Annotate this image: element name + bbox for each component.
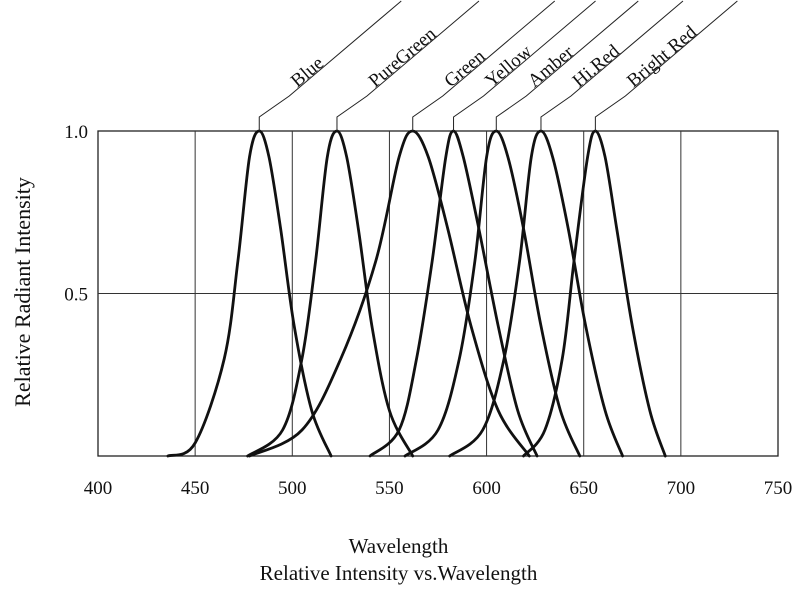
- chart-subtitle: Relative Intensity vs.Wavelength: [259, 561, 538, 585]
- leader-line-green: [412, 0, 556, 131]
- series-label-blue: Blue: [287, 53, 328, 92]
- x-tick-label: 400: [84, 478, 113, 499]
- leader-line-bright-red: [594, 0, 738, 131]
- leader-line-puregreen: [336, 0, 480, 131]
- series-label-yellow: Yellow: [481, 41, 536, 92]
- series-label-amber: Amber: [524, 41, 578, 91]
- y-tick-label: 0.5: [64, 285, 88, 306]
- x-tick-label: 750: [764, 478, 793, 499]
- leader-line-hi-red: [540, 0, 684, 131]
- y-tick-label: 1.0: [64, 122, 88, 143]
- x-tick-label: 700: [667, 478, 696, 499]
- series-label-puregreen: PureGreen: [365, 23, 441, 92]
- series-curve-blue: [166, 129, 333, 458]
- y-tick-labels: 0.5 1.0: [64, 122, 88, 306]
- x-tick-label: 600: [472, 478, 501, 499]
- series-label-hi-red: Hi.Red: [569, 40, 625, 91]
- series-label-green: Green: [440, 46, 489, 92]
- leader-line-amber: [495, 0, 639, 131]
- series-label-bright-red: Bright Red: [623, 21, 701, 91]
- x-tick-label: 500: [278, 478, 307, 499]
- x-tick-labels: 400 450 500 550 600 650 700 750: [84, 478, 793, 499]
- x-tick-label: 450: [181, 478, 210, 499]
- x-axis-title: Wavelength: [348, 534, 449, 558]
- x-tick-label: 650: [569, 478, 598, 499]
- leader-line-blue: [258, 0, 402, 131]
- x-tick-label: 550: [375, 478, 404, 499]
- leader-line-yellow: [453, 0, 596, 131]
- y-axis-title: Relative Radiant Intensity: [10, 177, 35, 407]
- series-label-leaders: [258, 0, 738, 131]
- series-curve-green: [248, 129, 531, 458]
